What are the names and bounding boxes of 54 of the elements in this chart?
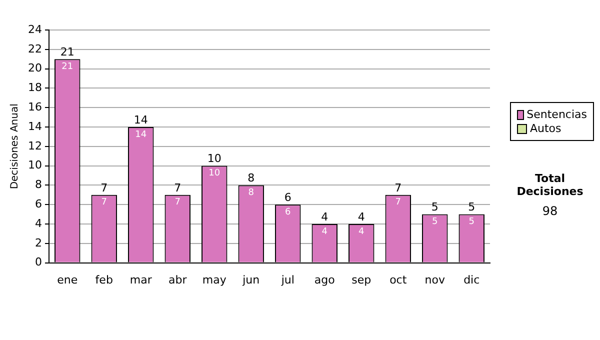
total-label: 10 — [207, 152, 222, 166]
total-label: 7 — [394, 181, 402, 194]
x-tick-label: sep — [352, 273, 372, 286]
data-label: 14 — [135, 130, 147, 140]
x-tick-label: mar — [130, 273, 152, 286]
data-label: 21 — [62, 62, 74, 72]
y-axis-title: Decisiones Anual — [10, 104, 21, 190]
y-tick-label: 22 — [28, 42, 42, 56]
y-tick-label: 14 — [28, 120, 42, 133]
total-label: 4 — [321, 210, 328, 224]
total-label: 7 — [174, 181, 182, 194]
x-tick-label: abr — [168, 273, 188, 286]
y-tick-label: 2 — [34, 236, 42, 250]
x-tick-label: jul — [280, 273, 294, 286]
total-label: 7 — [100, 181, 108, 194]
total-label: 21 — [60, 45, 74, 58]
x-tick-label: may — [202, 273, 227, 286]
data-label: 4 — [358, 226, 365, 237]
y-tick-label: 10 — [28, 158, 42, 172]
total-label: 14 — [134, 113, 148, 126]
text: Total Decisiones — [516, 172, 584, 198]
x-tick-label: jun — [242, 273, 260, 286]
total-label: 5 — [431, 200, 438, 214]
y-tick-label: 16 — [28, 100, 42, 114]
data-label: 8 — [248, 188, 254, 198]
x-tick-label: nov — [424, 273, 446, 286]
data-label: 7 — [101, 198, 107, 208]
y-tick-label: 12 — [28, 139, 42, 152]
total-label: 4 — [358, 210, 365, 224]
data-label: 4 — [322, 226, 328, 237]
total-label: 6 — [284, 190, 292, 204]
x-tick-label: ago — [314, 273, 336, 286]
y-tick-label: 18 — [28, 81, 42, 94]
y-tick-label: 20 — [28, 62, 42, 75]
data-label: 5 — [468, 217, 474, 228]
y-tick-label: 0 — [34, 256, 42, 269]
legend-label: Sentencias — [526, 108, 587, 121]
data-label: 7 — [174, 198, 180, 208]
x-tick-label: dic — [464, 273, 480, 286]
x-tick-label: feb — [95, 273, 113, 286]
total-label: 5 — [468, 200, 476, 214]
y-tick-label: 24 — [28, 22, 42, 36]
data-label: 10 — [208, 168, 220, 179]
data-label: 6 — [285, 207, 292, 218]
legend-label: Autos — [530, 122, 562, 135]
data-label: 7 — [395, 198, 401, 208]
y-tick-label: 4 — [34, 216, 42, 230]
total-label: 8 — [248, 172, 255, 185]
data-label: 5 — [432, 217, 438, 228]
y-tick-label: 8 — [34, 178, 42, 192]
x-tick-label: oct — [390, 273, 408, 286]
text: 98 — [541, 204, 559, 218]
x-tick-label: ene — [57, 273, 78, 286]
y-tick-label: 6 — [34, 197, 42, 210]
